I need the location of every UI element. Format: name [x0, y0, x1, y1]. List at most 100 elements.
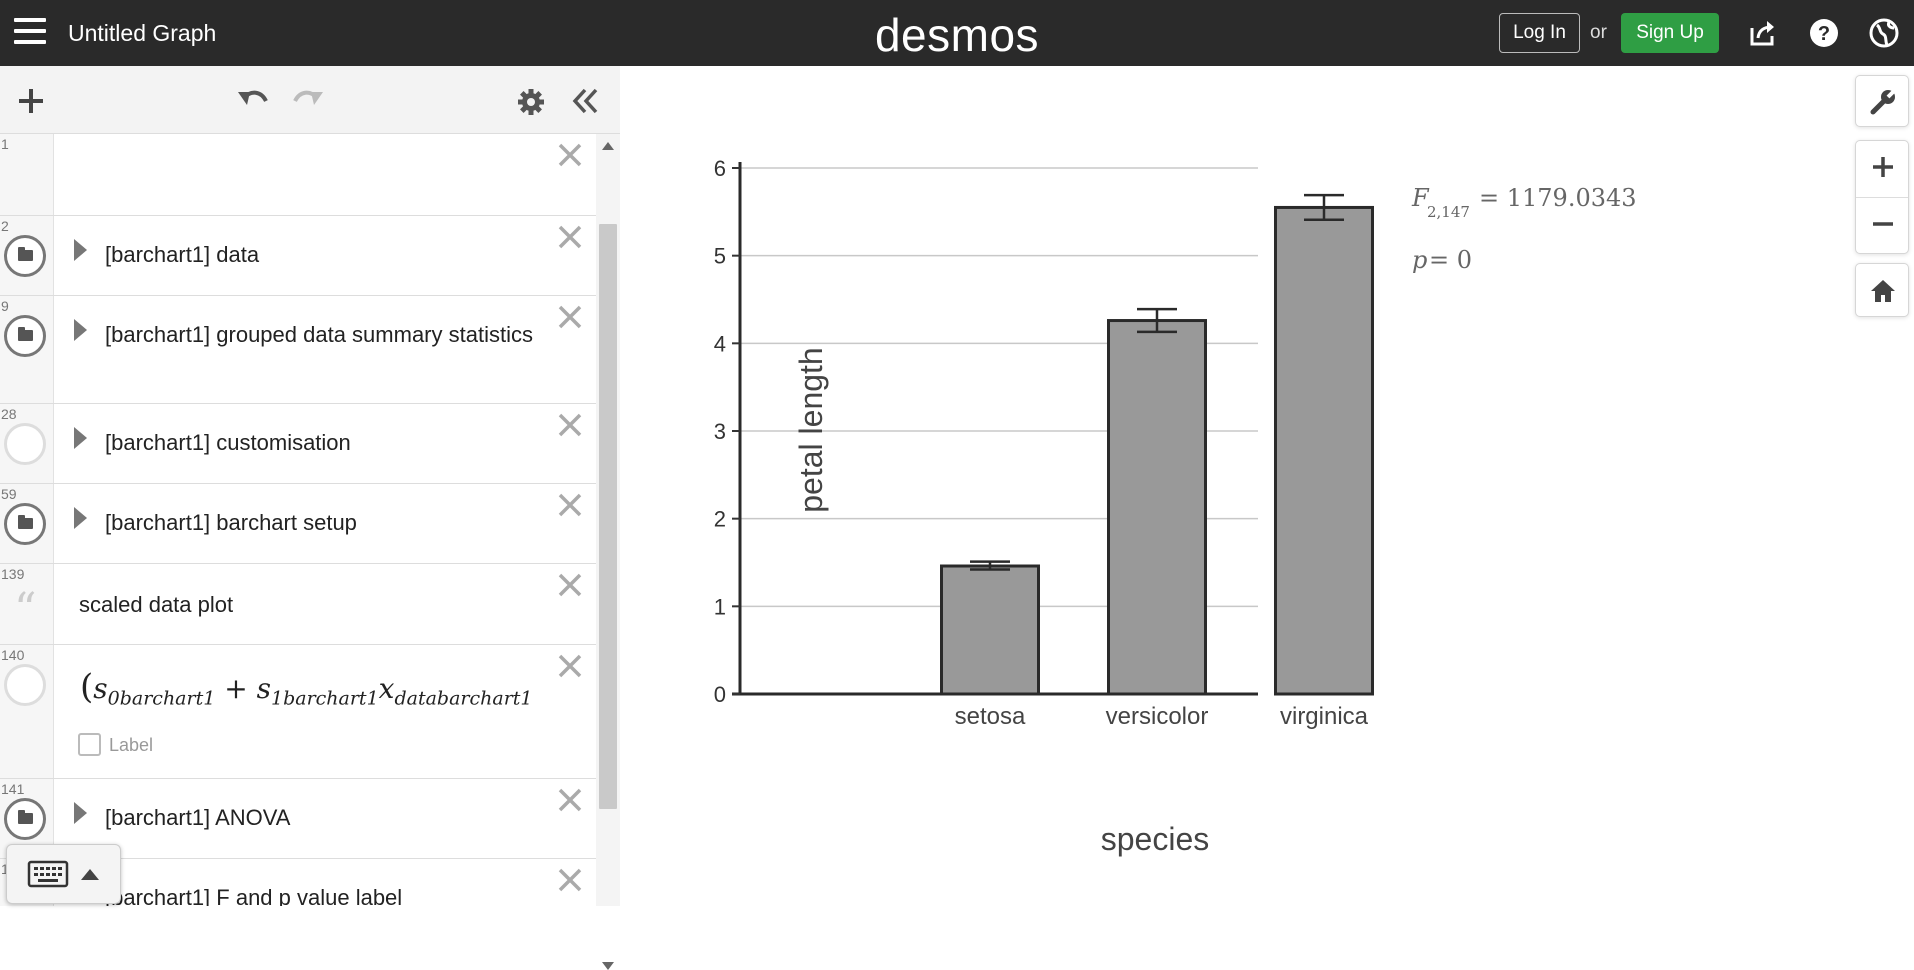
- row-gutter: 140: [0, 645, 54, 778]
- bar-virginica: [1274, 205, 1374, 696]
- y-axis-label: petal length: [793, 347, 829, 512]
- zoom-in-icon[interactable]: [1871, 155, 1895, 179]
- folder-visibility-toggle[interactable]: [4, 423, 46, 465]
- undo-icon[interactable]: [235, 84, 271, 116]
- f-degrees-of-freedom: 2,147: [1427, 203, 1470, 221]
- delete-expression-icon[interactable]: [555, 222, 585, 252]
- folder-visibility-toggle[interactable]: [4, 798, 46, 840]
- x-tick-label-versicolor: versicolor: [1106, 703, 1209, 730]
- keyboard-icon: [27, 860, 69, 888]
- caret-up-icon: [81, 869, 99, 880]
- folder-visibility-toggle[interactable]: [4, 503, 46, 545]
- keypad-toggle-button[interactable]: [6, 844, 121, 904]
- top-header: Untitled Graph desmos Log In or Sign Up …: [0, 0, 1914, 66]
- expand-folder-icon[interactable]: [74, 239, 87, 261]
- add-icon[interactable]: [16, 86, 46, 116]
- row-number: 141: [1, 781, 25, 797]
- graph-settings-button[interactable]: [1855, 75, 1909, 127]
- folder-visibility-toggle[interactable]: [4, 315, 46, 357]
- f-value: = 1179.0343: [1479, 184, 1637, 212]
- expand-folder-icon[interactable]: [74, 319, 87, 341]
- row-number: 9: [1, 298, 9, 314]
- y-tick-label: 5: [714, 244, 726, 269]
- row-gutter: 59: [0, 484, 54, 563]
- folder-visibility-toggle[interactable]: [4, 235, 46, 277]
- folder-icon: [18, 247, 33, 261]
- y-tick-label: 6: [714, 156, 726, 181]
- expression-list: 1 2 [barchart1] data 9 [barchart1] group…: [0, 134, 596, 906]
- row-number: 139: [1, 566, 25, 582]
- expression-panel: 1 2 [barchart1] data 9 [barchart1] group…: [0, 66, 620, 970]
- p-value: = 0: [1429, 246, 1472, 274]
- folder-title: [barchart1] F and p value label: [105, 885, 403, 906]
- p-value-label: p = 0: [1412, 246, 1472, 274]
- scroll-down-icon[interactable]: [602, 962, 614, 970]
- row-gutter: 1: [0, 134, 54, 215]
- label-checkbox[interactable]: [78, 733, 101, 756]
- svg-text:p: p: [1412, 246, 1427, 274]
- note-row[interactable]: 139 “ scaled data plot: [0, 564, 596, 645]
- row-gutter: 9: [0, 296, 54, 403]
- delete-expression-icon[interactable]: [555, 651, 585, 681]
- folder-title: [barchart1] barchart setup: [105, 510, 357, 535]
- signup-button[interactable]: Sign Up: [1621, 13, 1719, 53]
- folder-icon: [18, 327, 33, 341]
- graph-paper[interactable]: 0 1 2 3 4 5 6 setosa versicolor virginica specie…: [620, 66, 1914, 906]
- svg-text:F: F: [1411, 184, 1430, 212]
- y-tick-label: 4: [714, 331, 726, 356]
- hamburger-menu-icon[interactable]: [14, 18, 46, 46]
- folder-row[interactable]: 28 [barchart1] customisation: [0, 404, 596, 484]
- redo-icon[interactable]: [290, 84, 326, 116]
- f-statistic-label: F 2,147 = 1179.0343: [1411, 184, 1637, 221]
- scroll-thumb[interactable]: [599, 224, 617, 809]
- row-gutter: 139 “: [0, 564, 54, 644]
- y-tick-label: 1: [714, 594, 726, 619]
- collapse-chevrons-icon[interactable]: [571, 87, 601, 115]
- share-icon[interactable]: [1746, 16, 1780, 50]
- folder-row[interactable]: 59 [barchart1] barchart setup: [0, 484, 596, 564]
- graph-title[interactable]: Untitled Graph: [68, 20, 217, 46]
- expression-scrollbar[interactable]: [596, 134, 620, 970]
- folder-title: [barchart1] grouped data summary statist…: [105, 322, 533, 347]
- delete-expression-icon[interactable]: [555, 865, 585, 895]
- bar-versicolor: [1107, 319, 1207, 696]
- expression-row[interactable]: 1: [0, 134, 596, 216]
- delete-expression-icon[interactable]: [555, 302, 585, 332]
- row-number: 2: [1, 218, 9, 234]
- delete-expression-icon[interactable]: [555, 410, 585, 440]
- delete-expression-icon[interactable]: [555, 785, 585, 815]
- help-icon[interactable]: ?: [1807, 16, 1841, 50]
- note-text[interactable]: scaled data plot: [79, 592, 234, 617]
- delete-expression-icon[interactable]: [555, 490, 585, 520]
- x-axis-label: species: [1101, 821, 1210, 857]
- zoom-out-icon[interactable]: [1871, 212, 1895, 236]
- row-number: 140: [1, 647, 25, 663]
- expression-row[interactable]: 140 (s0barchart1 + s1barchart1xdatabarch…: [0, 645, 596, 779]
- delete-expression-icon[interactable]: [555, 570, 585, 600]
- folder-row[interactable]: 9 [barchart1] grouped data summary stati…: [0, 296, 596, 404]
- folder-title: [barchart1] customisation: [105, 430, 351, 455]
- default-viewport-button[interactable]: [1855, 263, 1909, 317]
- delete-expression-icon[interactable]: [555, 140, 585, 170]
- settings-gear-icon[interactable]: [516, 87, 546, 117]
- row-number: 1: [1, 861, 9, 877]
- y-tick-label: 2: [714, 507, 726, 532]
- zoom-controls: [1855, 140, 1909, 254]
- language-globe-icon[interactable]: [1867, 16, 1901, 50]
- expand-folder-icon[interactable]: [74, 507, 87, 529]
- bar-setosa: [940, 564, 1040, 696]
- scroll-up-icon[interactable]: [602, 142, 614, 150]
- expand-folder-icon[interactable]: [74, 802, 87, 824]
- folder-title: [barchart1] ANOVA: [105, 805, 291, 830]
- row-gutter: 28: [0, 404, 54, 483]
- note-quote-icon: “: [14, 584, 37, 635]
- home-icon: [1871, 280, 1895, 302]
- expand-folder-icon[interactable]: [74, 427, 87, 449]
- folder-title: [barchart1] data: [105, 242, 260, 267]
- svg-text:?: ?: [1818, 23, 1830, 45]
- login-button[interactable]: Log In: [1499, 13, 1580, 53]
- math-expression[interactable]: (s0barchart1 + s1barchart1xdatabarchart1…: [80, 667, 533, 710]
- folder-row[interactable]: 2 [barchart1] data: [0, 216, 596, 296]
- y-tick-label: 0: [714, 682, 726, 707]
- expression-visibility-toggle[interactable]: [4, 664, 46, 706]
